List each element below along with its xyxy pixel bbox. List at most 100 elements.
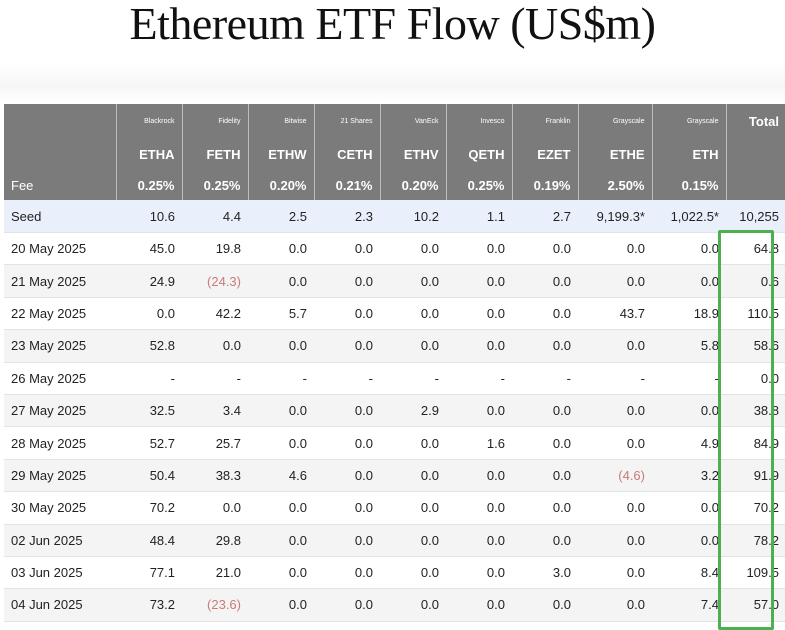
flow-cell: 0.0 (512, 491, 578, 525)
flow-cell: 0.0 (578, 556, 652, 590)
flow-cell: 0.0 (446, 329, 512, 363)
flow-cell: 0.0 (446, 588, 512, 622)
flow-cell: 10.2 (380, 200, 446, 233)
flow-cell: 0.0 (652, 394, 726, 428)
issuer-header: Grayscale (577, 104, 652, 138)
total-cell: 0.0 (726, 362, 785, 395)
flow-cell: 43.7 (578, 297, 652, 331)
table-row: 26 May 2025- - - - - - - - -0.0 (4, 362, 785, 395)
flow-cell: 0.0 (512, 232, 578, 266)
flow-cell: 2.5 (248, 200, 314, 233)
row-label: 21 May 2025 (4, 264, 116, 298)
total-header-blank (725, 138, 785, 170)
table-row: 30 May 2025 70.2 0.0 0.0 0.0 0.0 0.0 0.0 0.0 0.0 7… (4, 491, 785, 525)
fee-value: 0.20% (379, 170, 446, 200)
table-row: 22 May 2025 0.0 42.2 5.7 0.0 0.0 0.0 0.0 43.7 18.… (4, 297, 785, 331)
flow-cell: 0.0 (248, 426, 314, 460)
flow-cell: 0.0 (248, 264, 314, 298)
fee-value: 0.19% (511, 170, 578, 200)
issuer-header: Fidelity (181, 104, 248, 138)
issuer-header: 21 Shares (313, 104, 380, 138)
total-cell: 10,255 (726, 200, 785, 233)
table-row: 23 May 2025 52.8 0.0 0.0 0.0 0.0 0.0 0.0 0.0 5.8 5… (4, 329, 785, 363)
flow-cell: 3.2 (652, 459, 726, 493)
fee-value: 0.15% (651, 170, 726, 200)
flow-cell: 0.0 (314, 297, 380, 331)
flow-cell: - (182, 362, 248, 395)
flow-cell: 0.0 (512, 524, 578, 557)
flow-cell: 4.4 (182, 200, 248, 233)
row-label: 30 May 2025 (4, 491, 116, 525)
flow-cell: 0.0 (380, 297, 446, 331)
ticker-header: QETH (445, 138, 512, 170)
flow-cell: 0.0 (652, 491, 726, 525)
flow-cell: 0.0 (380, 524, 446, 557)
total-cell: 38.8 (726, 394, 785, 428)
flow-cell: - (446, 362, 512, 395)
total-cell: 110.5 (726, 297, 785, 331)
total-cell: 64.8 (726, 232, 785, 266)
flow-cell: - (380, 362, 446, 395)
flow-cell: 0.0 (314, 264, 380, 298)
flow-cell: 4.6 (248, 459, 314, 493)
table-row: 28 May 2025 52.7 25.7 0.0 0.0 0.0 1.6 0.0 0.0 4.9… (4, 426, 785, 460)
flow-cell: 0.0 (248, 588, 314, 622)
flow-cell: 0.0 (446, 297, 512, 331)
ticker-header: FETH (181, 138, 248, 170)
flow-cell: 9,199.3* (578, 200, 652, 233)
flow-cell: 0.0 (512, 329, 578, 363)
flow-cell: - (116, 362, 182, 395)
ticker-header: ETHA (115, 138, 182, 170)
flow-cell: 10.6 (116, 200, 182, 233)
ticker-header: ETH (651, 138, 726, 170)
flow-cell: 5.8 (652, 329, 726, 363)
flow-cell: 0.0 (652, 524, 726, 557)
flow-cell: 52.8 (116, 329, 182, 363)
row-label: 22 May 2025 (4, 297, 116, 331)
fee-value: 0.25% (181, 170, 248, 200)
table-row: 27 May 2025 32.5 3.4 0.0 0.0 2.9 0.0 0.0 0.0 0.0 3… (4, 394, 785, 428)
flow-cell: - (314, 362, 380, 395)
flow-cell: 77.1 (116, 556, 182, 590)
flow-cell: 25.7 (182, 426, 248, 460)
flow-cell: 0.0 (182, 491, 248, 525)
row-label: 04 Jun 2025 (4, 588, 116, 622)
fee-value: 0.25% (115, 170, 182, 200)
flow-cell: 0.0 (578, 491, 652, 525)
flow-cell: 1,022.5* (652, 200, 726, 233)
total-header: Total (725, 104, 785, 138)
row-label: 27 May 2025 (4, 394, 116, 428)
row-label: 03 Jun 2025 (4, 556, 116, 590)
flow-cell: 0.0 (248, 329, 314, 363)
flow-cell: 0.0 (314, 588, 380, 622)
ticker-header: ETHW (247, 138, 314, 170)
flow-cell: 0.0 (248, 556, 314, 590)
total-cell: 91.9 (726, 459, 785, 493)
flow-cell: 0.0 (314, 459, 380, 493)
flow-cell: 0.0 (578, 588, 652, 622)
issuer-header-row: Blackrock Fidelity Bitwise 21 Shares VanEck I… (4, 104, 785, 138)
flow-cell: 0.0 (116, 297, 182, 331)
flow-cell: 2.9 (380, 394, 446, 428)
flow-cell: 32.5 (116, 394, 182, 428)
flow-cell: 0.0 (314, 426, 380, 460)
flow-cell: 0.0 (314, 394, 380, 428)
flow-cell: 0.0 (314, 329, 380, 363)
table-row: 04 Jun 2025 73.2 (23.6) 0.0 0.0 0.0 0.0 0.0 0.0 7… (4, 588, 785, 622)
row-label: 26 May 2025 (4, 362, 116, 395)
flow-cell: 18.9 (652, 297, 726, 331)
table-row: 21 May 2025 24.9 (24.3) 0.0 0.0 0.0 0.0 0.0 0.0 0… (4, 264, 785, 298)
flow-cell: 0.0 (652, 264, 726, 298)
fee-value: 0.21% (313, 170, 380, 200)
flow-cell: 0.0 (380, 556, 446, 590)
flow-cell: - (578, 362, 652, 395)
flow-cell: 52.7 (116, 426, 182, 460)
row-label: 23 May 2025 (4, 329, 116, 363)
flow-cell: 48.4 (116, 524, 182, 557)
flow-cell: 29.8 (182, 524, 248, 557)
flow-cell: 0.0 (248, 491, 314, 525)
flow-cell: 0.0 (446, 524, 512, 557)
flow-cell: 73.2 (116, 588, 182, 622)
flow-cell: (4.6) (578, 459, 652, 493)
flow-cell: 0.0 (512, 459, 578, 493)
